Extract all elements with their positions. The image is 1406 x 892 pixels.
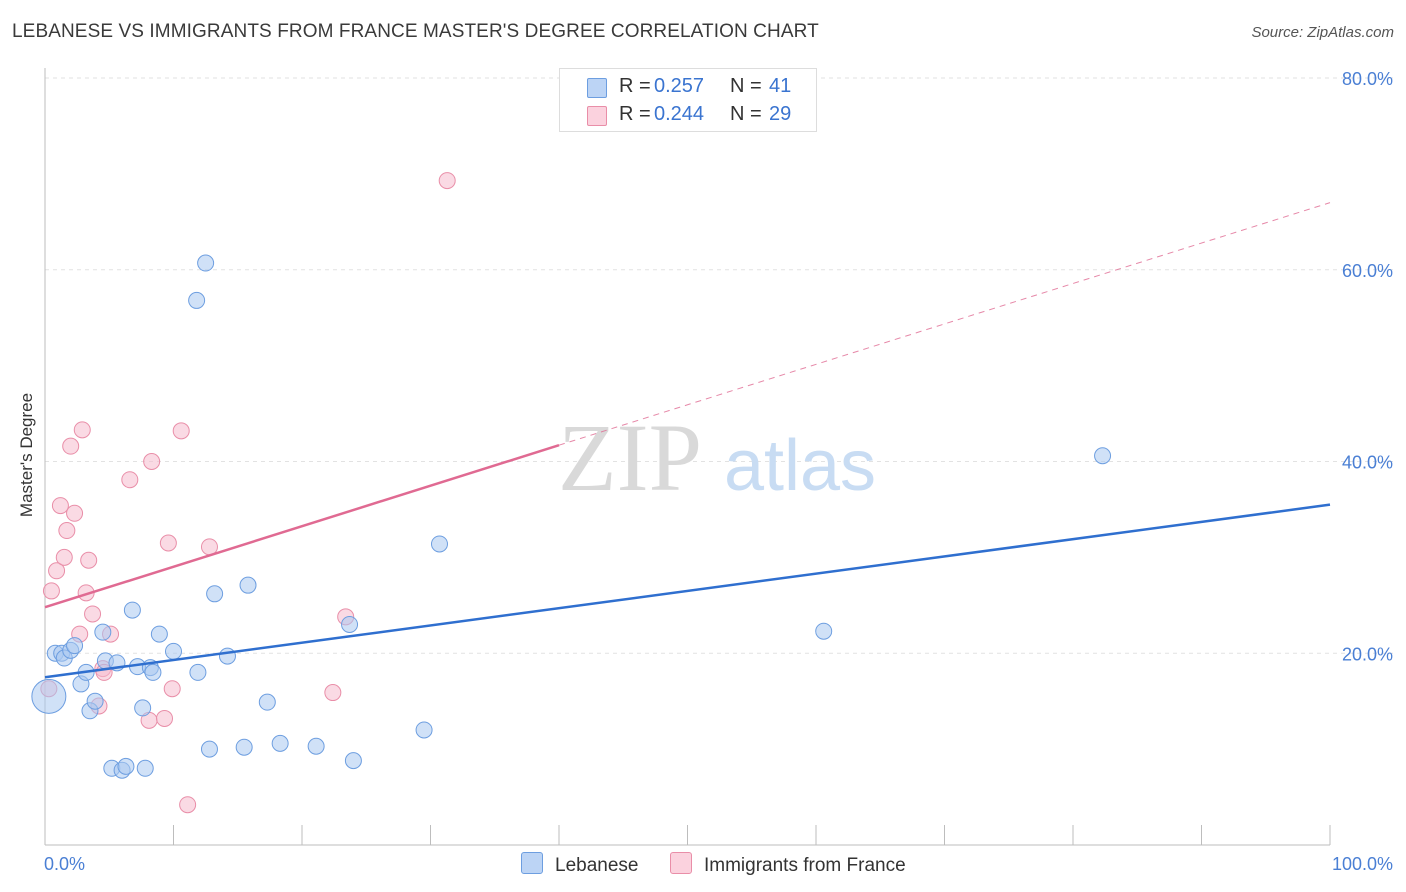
- legend-swatch-blue: [587, 78, 607, 98]
- watermark-atlas: atlas: [724, 426, 876, 506]
- x-tick-label: 100.0%: [1332, 854, 1393, 874]
- legend-r-value: 0.257: [654, 75, 705, 97]
- data-point-lebanese: [94, 623, 112, 641]
- source-label: Source: ZipAtlas.com: [1251, 24, 1394, 41]
- data-point-lebanese: [136, 759, 154, 777]
- data-point-france: [73, 421, 91, 439]
- gridlines: [45, 77, 1394, 654]
- data-point-lebanese: [258, 693, 276, 711]
- series-immigrants-from-france: [40, 172, 456, 814]
- y-tick-label: 80.0%: [1342, 69, 1393, 89]
- y-tick-label: 60.0%: [1342, 261, 1393, 281]
- data-point-lebanese: [235, 738, 253, 756]
- tick-labels: 20.0% 40.0% 60.0% 80.0% 0.0% 100.0%: [44, 69, 1393, 874]
- data-point-lebanese: [144, 663, 162, 681]
- legend-r-label: R =: [619, 103, 651, 125]
- y-tick-label: 20.0%: [1342, 644, 1393, 664]
- data-point-france: [62, 437, 80, 455]
- data-point-lebanese: [200, 740, 218, 758]
- trend-line-lebanese: [44, 503, 1331, 679]
- data-point-lebanese: [117, 757, 135, 775]
- axes: [44, 68, 1331, 846]
- trend-line-france-extension: [558, 202, 1331, 446]
- data-point-france: [121, 471, 139, 489]
- legend-n-value: 41: [769, 75, 792, 97]
- bottom-legend-swatch-pink: [670, 852, 692, 874]
- correlation-legend: R = 0.257 N = 41 R = 0.244 N = 29: [559, 68, 817, 132]
- x-tick-label: 0.0%: [44, 854, 85, 874]
- data-point-france: [163, 680, 181, 698]
- bottom-legend-label: Lebanese: [555, 855, 639, 876]
- data-point-france: [51, 497, 69, 515]
- data-point-france: [48, 562, 66, 580]
- watermark: ZIP atlas: [558, 404, 876, 511]
- data-point-france: [58, 522, 76, 540]
- data-point-lebanese: [307, 737, 325, 755]
- data-point-lebanese: [344, 752, 362, 770]
- data-point-lebanese: [150, 625, 168, 643]
- data-point-lebanese: [197, 254, 215, 272]
- data-point-france: [156, 709, 174, 727]
- trend-lines: [44, 202, 1331, 679]
- data-point-lebanese: [188, 291, 206, 309]
- bottom-legend-swatch-blue: [521, 852, 543, 874]
- y-tick-label: 40.0%: [1342, 453, 1393, 473]
- bottom-legend-lebanese: Lebanese: [521, 852, 638, 877]
- data-point-france: [84, 605, 102, 623]
- bottom-legend-label: Immigrants from France: [704, 855, 906, 876]
- data-point-lebanese: [165, 642, 182, 660]
- data-point-lebanese: [31, 678, 67, 714]
- legend-r-label: R =: [619, 75, 651, 97]
- watermark-zip: ZIP: [558, 404, 702, 511]
- data-point-lebanese: [206, 585, 224, 603]
- legend-n-label: N =: [730, 103, 762, 125]
- series-lebanese: [31, 254, 1112, 779]
- legend-r-value: 0.244: [654, 103, 705, 125]
- data-point-france: [179, 796, 197, 814]
- bottom-legend-france: Immigrants from France: [670, 852, 906, 877]
- data-point-lebanese: [415, 721, 433, 739]
- data-point-lebanese: [66, 637, 84, 655]
- data-point-france: [324, 684, 342, 702]
- data-point-lebanese: [86, 692, 104, 710]
- data-point-lebanese: [815, 622, 833, 640]
- data-point-lebanese: [134, 699, 152, 717]
- legend-n-value: 29: [769, 103, 792, 125]
- data-point-lebanese: [123, 601, 141, 619]
- data-point-france: [42, 582, 60, 600]
- data-point-france: [143, 453, 161, 470]
- data-point-france: [80, 551, 98, 569]
- data-point-lebanese: [430, 535, 448, 553]
- legend-swatch-pink: [587, 106, 607, 126]
- data-point-france: [172, 422, 190, 440]
- data-point-lebanese: [239, 576, 257, 594]
- data-point-france: [159, 534, 177, 552]
- data-point-france: [66, 504, 84, 522]
- data-point-france: [55, 548, 73, 566]
- data-point-lebanese: [1094, 447, 1112, 465]
- legend-n-label: N =: [730, 75, 762, 97]
- data-point-lebanese: [218, 647, 236, 665]
- data-point-france: [438, 172, 456, 190]
- data-point-lebanese: [189, 663, 207, 681]
- data-point-lebanese: [271, 734, 289, 752]
- chart-title: LEBANESE VS IMMIGRANTS FROM FRANCE MASTE…: [12, 21, 819, 42]
- trend-line-france: [44, 444, 560, 609]
- data-point-lebanese: [341, 615, 359, 633]
